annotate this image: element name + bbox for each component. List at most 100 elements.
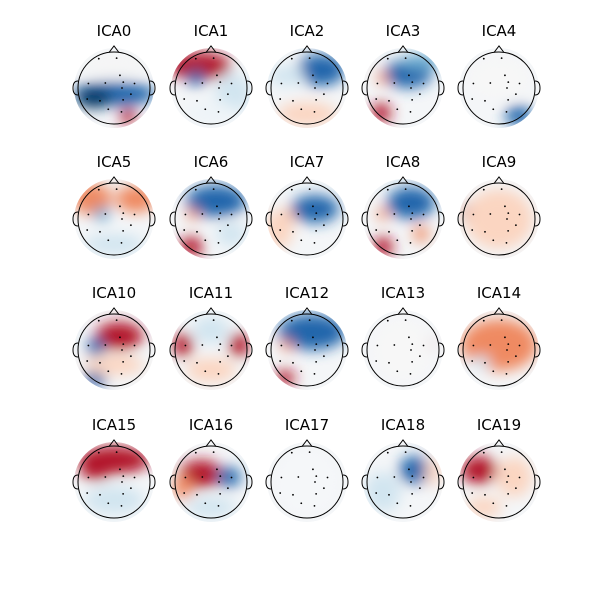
- field-blob: [217, 467, 241, 487]
- sensor: [489, 344, 492, 346]
- sensor: [411, 493, 414, 495]
- ear-left: [169, 211, 176, 227]
- topomap-field: [363, 310, 443, 390]
- sensor: [201, 213, 204, 215]
- ear-right: [149, 474, 156, 490]
- sensor: [104, 344, 107, 346]
- topomap: [265, 439, 349, 522]
- sensor: [489, 213, 492, 215]
- sensor: [297, 213, 300, 215]
- sensor: [323, 355, 325, 358]
- field-blob: [469, 58, 529, 98]
- topomap-field: [459, 48, 539, 128]
- head-outline: [270, 445, 344, 519]
- field-blob: [465, 189, 533, 249]
- nose: [397, 176, 409, 184]
- sensor: [471, 229, 474, 231]
- sensor: [219, 343, 222, 345]
- sensor: [133, 82, 136, 85]
- sensor: [492, 108, 495, 111]
- field-blob: [179, 237, 203, 257]
- sensor: [314, 87, 316, 89]
- field-blob: [267, 209, 293, 249]
- ear-left: [457, 80, 464, 96]
- ear-right: [246, 211, 253, 227]
- field-blobs: [461, 456, 532, 517]
- sensor: [217, 110, 220, 113]
- sensor: [204, 502, 207, 505]
- head-outline: [270, 51, 344, 125]
- field-blob: [87, 338, 105, 356]
- ear-left: [169, 80, 176, 96]
- sensor: [484, 230, 486, 233]
- sensor: [122, 475, 125, 477]
- ear-left: [169, 342, 176, 358]
- ear-right: [534, 211, 541, 227]
- sensor: [376, 213, 379, 216]
- ear-right: [534, 342, 541, 358]
- head-outline: [366, 182, 440, 256]
- sensor: [472, 213, 475, 216]
- sensor: [279, 98, 282, 100]
- sensor: [411, 230, 414, 232]
- nose: [301, 176, 313, 184]
- head-outline: [77, 445, 151, 519]
- sensor: [507, 493, 510, 495]
- field-blob: [461, 456, 497, 484]
- topomap: [265, 45, 349, 128]
- sensor: [133, 213, 136, 216]
- sensor: [315, 475, 318, 477]
- topomap-field: [74, 442, 154, 522]
- field-blob: [173, 333, 193, 357]
- sensor: [196, 493, 198, 496]
- nose: [108, 307, 120, 315]
- sensor: [300, 370, 303, 373]
- sensor: [183, 229, 186, 231]
- sensor: [506, 481, 508, 483]
- topomap: [169, 176, 253, 259]
- panel-title: ICA9: [482, 153, 517, 171]
- ear-right: [534, 474, 541, 490]
- head-outline: [270, 182, 344, 256]
- nose: [108, 45, 120, 53]
- sensor: [87, 213, 90, 216]
- sensor: [130, 224, 132, 227]
- ear-left: [361, 211, 368, 227]
- sensor: [471, 360, 474, 362]
- head-outline: [366, 51, 440, 125]
- topomap: [361, 307, 445, 390]
- sensor: [409, 241, 412, 244]
- ear-right: [438, 342, 445, 358]
- topomap-field: [363, 179, 443, 259]
- sensor: [411, 81, 414, 83]
- ear-left: [265, 474, 272, 490]
- sensor: [297, 476, 300, 478]
- sensor: [107, 370, 110, 373]
- sensor: [292, 99, 294, 102]
- sensor: [219, 230, 222, 232]
- sensor: [314, 218, 316, 220]
- ear-left: [457, 474, 464, 490]
- sensor: [115, 188, 118, 191]
- panel-title: ICA0: [97, 22, 132, 40]
- field-blob: [120, 108, 136, 124]
- field-blob: [373, 320, 433, 380]
- sensor: [300, 239, 303, 242]
- sensor: [315, 361, 318, 363]
- sensor: [216, 205, 218, 208]
- topomap: [361, 176, 445, 259]
- ear-right: [246, 80, 253, 96]
- sensor: [204, 108, 207, 111]
- topomap-field: [459, 442, 539, 522]
- sensor: [323, 93, 325, 96]
- sensor: [292, 230, 294, 233]
- sensor: [472, 476, 475, 479]
- sensor: [212, 451, 215, 454]
- sensor: [219, 99, 222, 101]
- nose: [108, 439, 120, 447]
- sensor: [280, 344, 283, 347]
- sensor: [515, 355, 517, 358]
- nose: [205, 45, 217, 53]
- topomap: [72, 439, 156, 522]
